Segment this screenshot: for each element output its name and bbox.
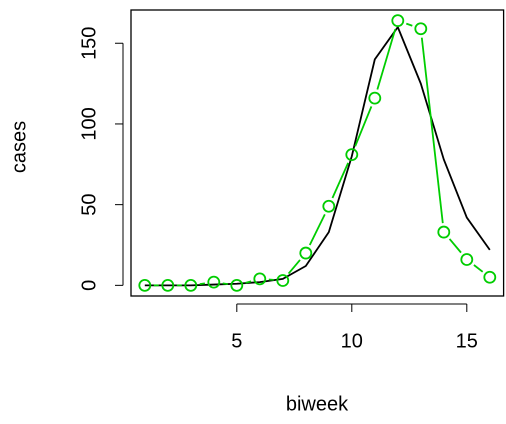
- plot-frame: [131, 10, 504, 296]
- data-point: [392, 15, 403, 26]
- model-line: [145, 27, 490, 285]
- y-tick-label: 0: [78, 280, 100, 291]
- data-segment: [223, 283, 228, 284]
- data-point: [484, 272, 495, 283]
- data-segment: [200, 283, 205, 284]
- data-segment: [450, 239, 461, 253]
- data-point: [369, 93, 380, 104]
- data-segment: [355, 106, 371, 146]
- x-tick-label: 10: [341, 330, 363, 352]
- x-axis-label: biweek: [286, 393, 349, 415]
- data-point: [208, 277, 219, 288]
- x-tick-label: 15: [456, 330, 478, 352]
- data-point: [277, 275, 288, 286]
- data-segment: [377, 29, 395, 89]
- data-point: [300, 248, 311, 259]
- data-segment: [422, 38, 443, 223]
- data-point: [461, 254, 472, 265]
- data-point: [231, 280, 242, 291]
- data-segment: [406, 24, 412, 26]
- y-axis-label: cases: [8, 121, 30, 173]
- y-tick-label: 100: [78, 107, 100, 140]
- data-point: [415, 23, 426, 34]
- y-tick-label: 50: [78, 194, 100, 216]
- y-tick-label: 150: [78, 27, 100, 60]
- data-segment: [474, 265, 483, 272]
- data-point: [438, 227, 449, 238]
- x-tick-label: 5: [231, 330, 242, 352]
- data-point: [323, 201, 334, 212]
